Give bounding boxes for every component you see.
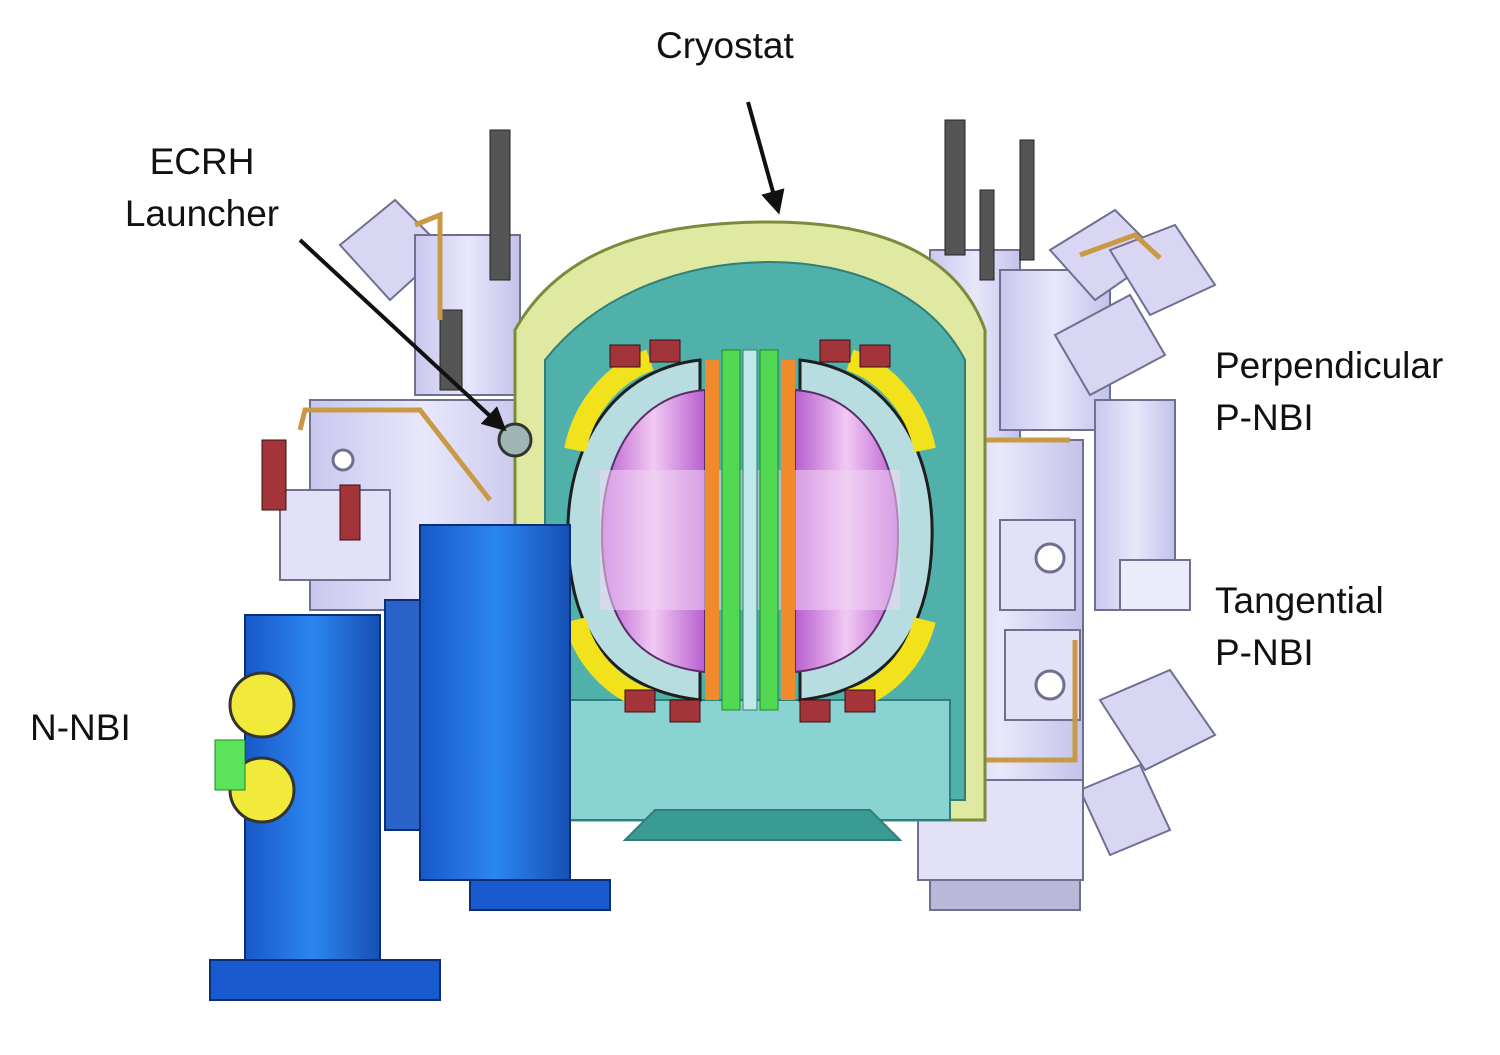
tang-label-line1: Tangential — [1215, 580, 1384, 621]
poloidal-coils — [609, 339, 891, 723]
perpendicular-p-nbi-unit — [929, 119, 1217, 451]
tangential-p-nbi-label: Tangential P-NBI — [1215, 575, 1384, 679]
central-solenoid — [705, 349, 795, 711]
ecrh-launcher-label: ECRH Launcher — [112, 136, 292, 240]
cryostat-label: Cryostat — [656, 25, 794, 66]
n-nbi-unit — [209, 439, 611, 1001]
tangential-p-nbi-unit — [1078, 399, 1217, 857]
ecrh-pointer-arrow — [298, 238, 507, 432]
cryostat-pointer-arrow — [746, 101, 785, 215]
ecrh-label-line2: Launcher — [124, 193, 280, 234]
ecrh-launcher-port — [497, 422, 533, 458]
tang-label-line2: P-NBI — [1215, 632, 1314, 673]
perp-label-line1: Perpendicular — [1215, 345, 1444, 386]
n-nbi-label: N-NBI — [30, 707, 131, 748]
ecrh-label-line1: ECRH — [149, 141, 255, 182]
perpendicular-p-nbi-label: Perpendicular P-NBI — [1215, 340, 1443, 444]
perp-label-line2: P-NBI — [1215, 397, 1314, 438]
